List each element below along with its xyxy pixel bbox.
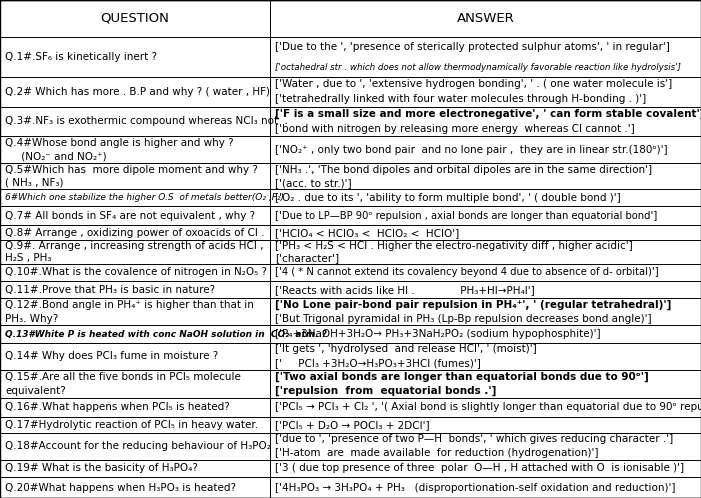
Text: ['NO₂⁺ , only two bond pair  and no lone pair ,  they are in linear str.(180ᵒ)']: ['NO₂⁺ , only two bond pair and no lone … (275, 145, 667, 155)
Text: Q.13#White P is heated with conc NaOH solution in  CO₂  atm. ?: Q.13#White P is heated with conc NaOH so… (5, 330, 327, 339)
Text: Q.10#.What is the covalence of nitrogen in N₂O₅ ?: Q.10#.What is the covalence of nitrogen … (5, 267, 267, 277)
Text: ['HClO₄ < HClO₃ <  HClO₂ <  HClO']: ['HClO₄ < HClO₃ < HClO₂ < HClO'] (275, 228, 459, 238)
Text: Q.11#.Prove that PH₃ is basic in nature?: Q.11#.Prove that PH₃ is basic in nature? (5, 285, 215, 295)
Text: ['3 ( due top presence of three  polar  O—H , H attached with O  is ionisable )': ['3 ( due top presence of three polar O—… (275, 464, 684, 474)
Text: (NO₂⁻ and NO₂⁺): (NO₂⁻ and NO₂⁺) (5, 151, 107, 161)
Text: ['No Lone pair-bond pair repulsion in PH₄⁺', ' (regular tetrahedral)']: ['No Lone pair-bond pair repulsion in PH… (275, 300, 672, 310)
Text: Q.15#.Are all the five bonds in PCl₅ molecule: Q.15#.Are all the five bonds in PCl₅ mol… (5, 372, 241, 382)
Text: ['(acc. to str.)']: ['(acc. to str.)'] (275, 178, 351, 188)
Text: ['PCl₅ → PCl₃ + Cl₂ ', '( Axial bond is slightly longer than equatorial due to 9: ['PCl₅ → PCl₃ + Cl₂ ', '( Axial bond is … (275, 402, 701, 412)
Text: Q.14# Why does PCl₃ fume in moisture ?: Q.14# Why does PCl₃ fume in moisture ? (5, 351, 218, 361)
Text: ['tetrahedrally linked with four water molecules through H-bonding . )']: ['tetrahedrally linked with four water m… (275, 94, 646, 104)
Text: ['H-atom  are  made available  for reduction (hydrogenation)']: ['H-atom are made available for reductio… (275, 448, 599, 458)
Text: ( NH₃ , NF₃): ( NH₃ , NF₃) (5, 178, 64, 188)
Text: ANSWER: ANSWER (456, 12, 515, 25)
Text: Q.2# Which has more . B.P and why ? ( water , HF): Q.2# Which has more . B.P and why ? ( wa… (5, 87, 270, 97)
Text: ['4 ( * N cannot extend its covalency beyond 4 due to absence of d- orbital)']: ['4 ( * N cannot extend its covalency be… (275, 267, 658, 277)
Text: ['F is a small size and more electronegative', ' can form stable covalent']: ['F is a small size and more electronega… (275, 109, 701, 119)
Text: ['Due to LP—BP 90ᵒ repulsion , axial bonds are longer than equatorial bond']: ['Due to LP—BP 90ᵒ repulsion , axial bon… (275, 211, 657, 221)
Text: ['P₄+3NaOH+3H₂O→ PH₃+3NaH₂PO₂ (sodium hypophosphite)']: ['P₄+3NaOH+3H₂O→ PH₃+3NaH₂PO₂ (sodium hy… (275, 329, 601, 339)
Text: Q.9#. Arrange , increasing strength of acids HCl ,: Q.9#. Arrange , increasing strength of a… (5, 241, 264, 251)
Text: ['NH₃ .', 'The bond dipoles and orbital dipoles are in the same direction']: ['NH₃ .', 'The bond dipoles and orbital … (275, 165, 652, 175)
Text: Q.1#.SF₆ is kinetically inert ?: Q.1#.SF₆ is kinetically inert ? (5, 52, 157, 62)
Text: Q.4#Whose bond angle is higher and why ?: Q.4#Whose bond angle is higher and why ? (5, 138, 233, 148)
Text: ['But Trigonal pyramidal in PH₃ (Lp-Bp repulsion decreases bond angle)']: ['But Trigonal pyramidal in PH₃ (Lp-Bp r… (275, 314, 651, 324)
Text: ['bond with nitrogen by releasing more energy  whereas Cl cannot .']: ['bond with nitrogen by releasing more e… (275, 124, 634, 134)
Text: Q.19# What is the basicity of H₃PO₄?: Q.19# What is the basicity of H₃PO₄? (5, 464, 198, 474)
Text: ['O₂ . due to its ', 'ability to form multiple bond', ' ( double bond )']: ['O₂ . due to its ', 'ability to form mu… (275, 193, 620, 203)
Text: PH₃. Why?: PH₃. Why? (5, 314, 58, 324)
Text: ['due to ', 'presence of two P—H  bonds', ' which gives reducing character .']: ['due to ', 'presence of two P—H bonds',… (275, 434, 673, 444)
Text: Q.20#What happens when H₃PO₃ is heated?: Q.20#What happens when H₃PO₃ is heated? (5, 483, 236, 493)
Text: Q.8# Arrange , oxidizing power of oxoacids of Cl .: Q.8# Arrange , oxidizing power of oxoaci… (5, 228, 264, 238)
Text: ['It gets ', 'hydrolysed  and release HCl', ' (moist)']: ['It gets ', 'hydrolysed and release HCl… (275, 345, 537, 355)
Text: Q.5#Which has  more dipole moment and why ?: Q.5#Which has more dipole moment and why… (5, 165, 258, 175)
Text: H₂S , PH₃: H₂S , PH₃ (5, 253, 51, 263)
Text: Q.16#.What happens when PCl₅ is heated?: Q.16#.What happens when PCl₅ is heated? (5, 402, 230, 412)
Text: QUESTION: QUESTION (100, 12, 170, 25)
Text: 6#Which one stabilize the higher O.S  of metals better(O₂ ,F₂): 6#Which one stabilize the higher O.S of … (5, 193, 284, 202)
Text: equivalent?: equivalent? (5, 386, 66, 396)
Text: Q.3#.NF₃ is exothermic compound whereas NCl₃ not  .: Q.3#.NF₃ is exothermic compound whereas … (5, 117, 288, 126)
Text: ['repulsion  from  equatorial bonds .']: ['repulsion from equatorial bonds .'] (275, 386, 496, 396)
Text: ['octahedral str . which does not allow thermodynamically favorable reaction lik: ['octahedral str . which does not allow … (275, 63, 681, 72)
Text: ['4H₃PO₃ → 3H₃PO₄ + PH₃   (disproportionation-self oxidation and reduction)']: ['4H₃PO₃ → 3H₃PO₄ + PH₃ (disproportionat… (275, 483, 675, 493)
Text: ['PH₃ < H₂S < HCl . Higher the electro-negativity diff , higher acidic']: ['PH₃ < H₂S < HCl . Higher the electro-n… (275, 241, 632, 251)
Text: Q.12#.Bond angle in PH₄⁺ is higher than that in: Q.12#.Bond angle in PH₄⁺ is higher than … (5, 300, 254, 310)
Text: ['Reacts with acids like HI .              PH₃+HI→PH₄I']: ['Reacts with acids like HI . PH₃+HI→PH₄… (275, 285, 535, 295)
Text: ['Two axial bonds are longer than equatorial bonds due to 90ᵒ']: ['Two axial bonds are longer than equato… (275, 372, 648, 382)
Text: Q.7# All bonds in SF₄ are not equivalent , why ?: Q.7# All bonds in SF₄ are not equivalent… (5, 211, 255, 221)
Text: ['character']: ['character'] (275, 253, 339, 263)
Text: ['Due to the ', 'presence of sterically protected sulphur atoms', ' in regular']: ['Due to the ', 'presence of sterically … (275, 42, 669, 52)
Text: ['Water , due to ', 'extensive hydrogen bonding', ' . ( one water molecule is']: ['Water , due to ', 'extensive hydrogen … (275, 80, 672, 90)
Text: ['PCl₅ + D₂O → POCl₃ + 2DCl']: ['PCl₅ + D₂O → POCl₃ + 2DCl'] (275, 420, 430, 430)
Text: ['     PCl₃ +3H₂O→H₃PO₃+3HCl (fumes)']: [' PCl₃ +3H₂O→H₃PO₃+3HCl (fumes)'] (275, 358, 481, 368)
Text: Q.18#Account for the reducing behaviour of H₃PO₂: Q.18#Account for the reducing behaviour … (5, 441, 271, 451)
Text: Q.17#Hydrolytic reaction of PCl₅ in heavy water.: Q.17#Hydrolytic reaction of PCl₅ in heav… (5, 420, 258, 430)
